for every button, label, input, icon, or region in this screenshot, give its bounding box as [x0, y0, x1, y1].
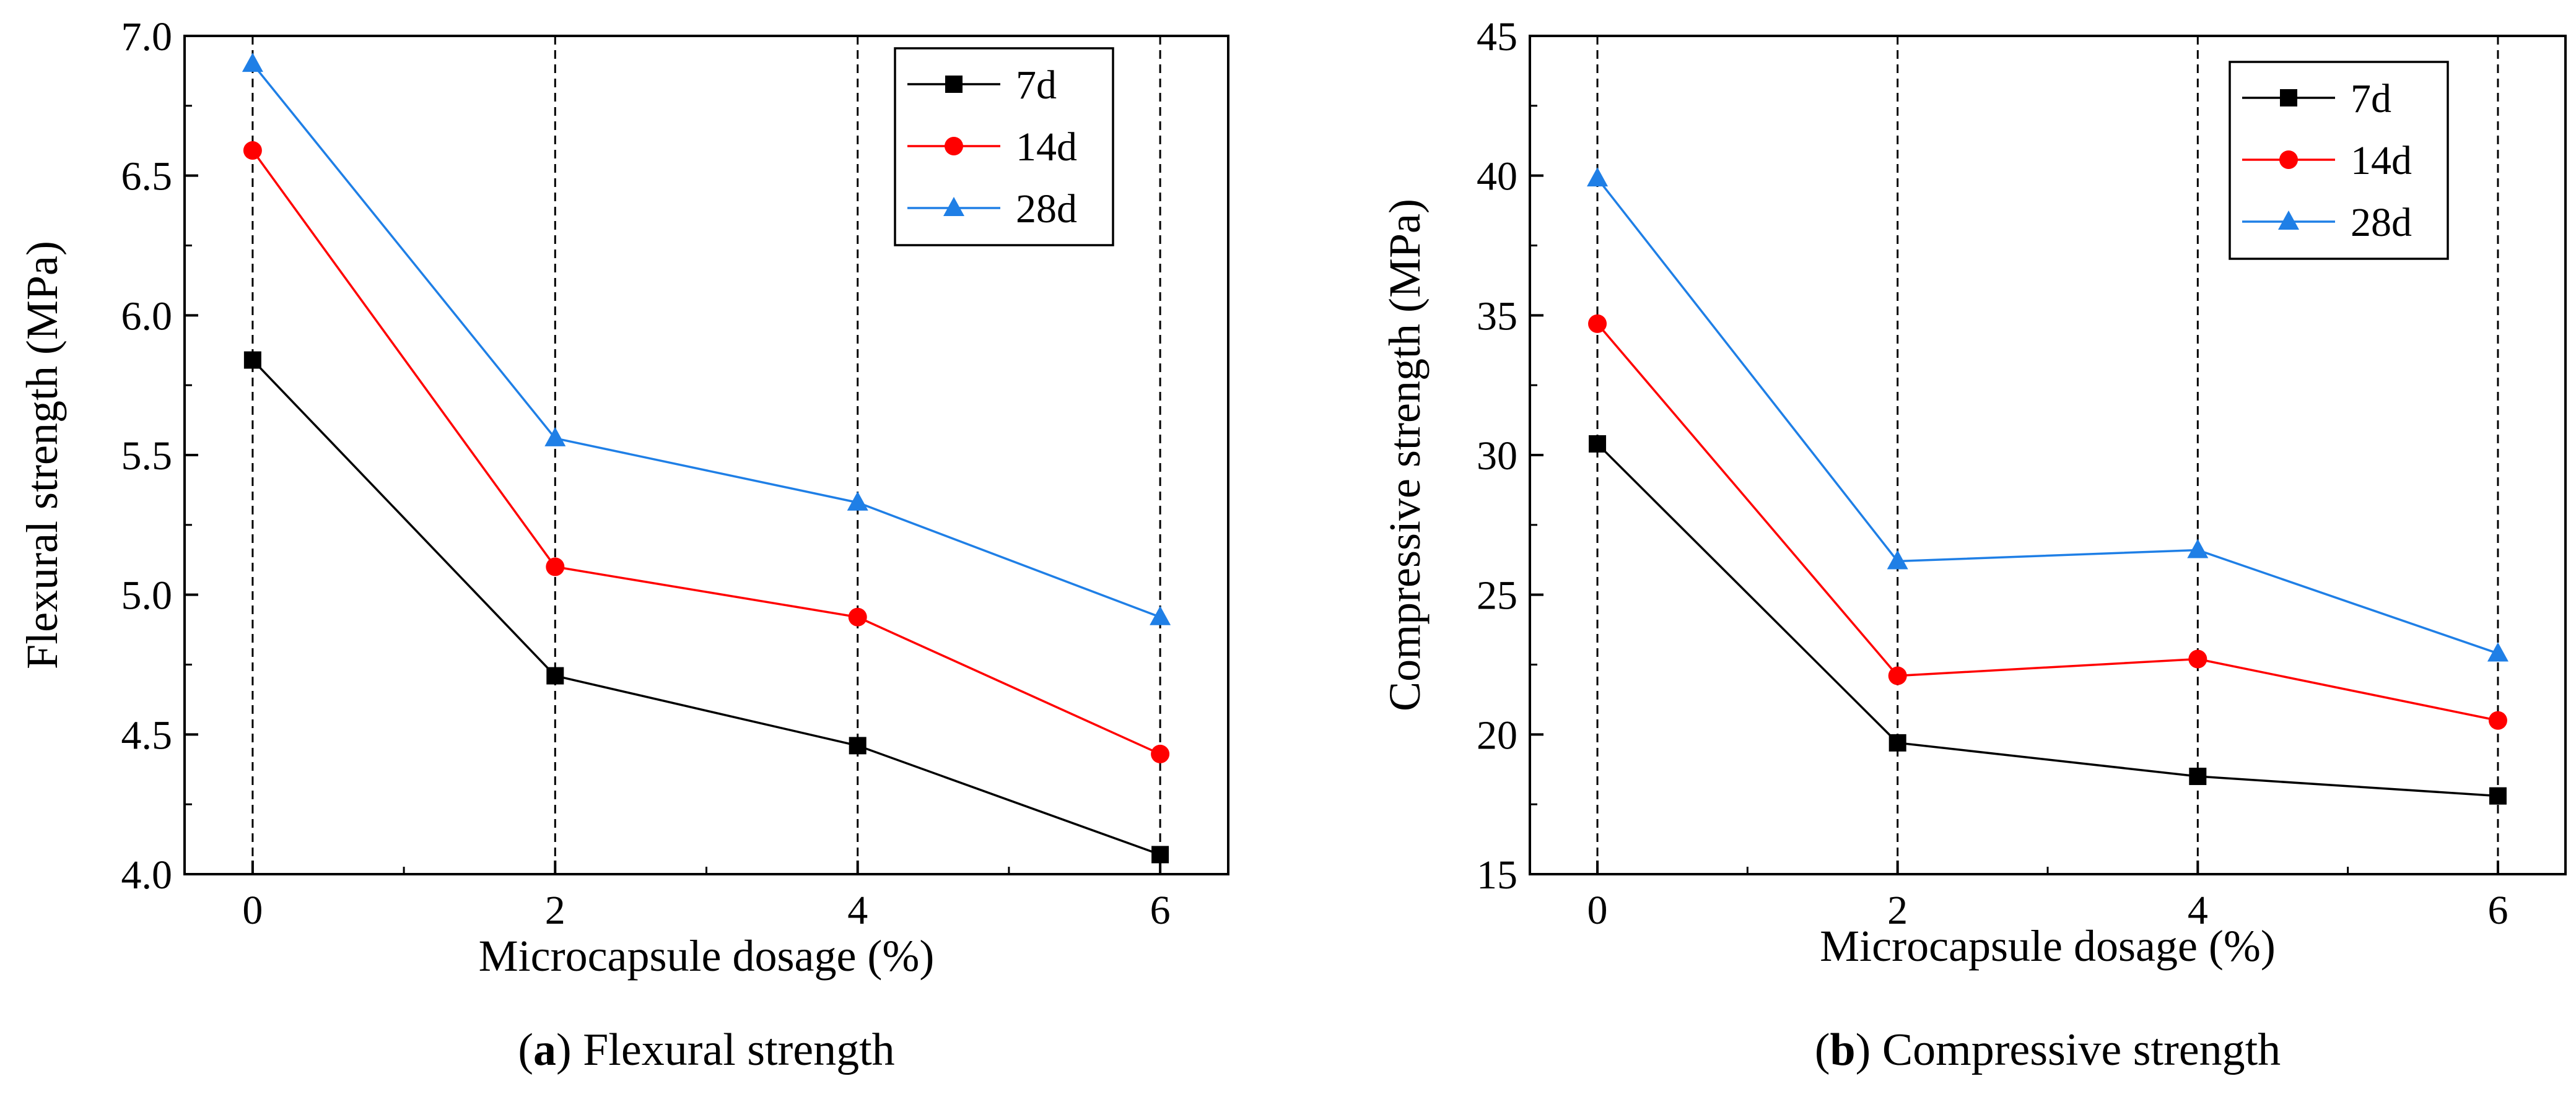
- legend-label: 7d: [2351, 76, 2391, 121]
- legend-label: 28d: [2351, 200, 2412, 245]
- y-axis-label: Flexural strength (MPa): [17, 241, 67, 669]
- legend: 7d 14d 28d: [894, 47, 1114, 246]
- data-point-7d-6: [1151, 846, 1169, 864]
- data-point-7d-6: [2489, 787, 2507, 805]
- caption-letter: a: [533, 1025, 556, 1075]
- data-point-7d-0: [243, 351, 261, 369]
- data-point-7d-4: [2189, 768, 2207, 786]
- x-tick-label: 4: [847, 888, 868, 933]
- x-tick-label: 0: [1587, 888, 1608, 933]
- legend-marker: [945, 137, 963, 155]
- data-point-28d-4: [847, 491, 868, 511]
- legend-item-14d: 14d: [2242, 138, 2412, 183]
- x-axis-label: Microcapsule dosage (%): [479, 931, 935, 981]
- legend-item-7d: 7d: [2242, 76, 2391, 121]
- legend-marker: [2279, 150, 2298, 169]
- data-point-7d-0: [1589, 435, 1607, 453]
- x-tick-label: 0: [242, 888, 263, 933]
- y-tick-label: 6.0: [121, 293, 173, 339]
- y-tick-label: 4.0: [121, 853, 173, 898]
- legend-item-14d: 14d: [907, 124, 1077, 170]
- x-tick-label: 4: [2188, 888, 2208, 933]
- series-28d: [242, 53, 1171, 625]
- legend-label: 14d: [1016, 124, 1077, 170]
- y-tick-label: 30: [1477, 433, 1517, 479]
- caption-letter: b: [1830, 1025, 1856, 1075]
- legend: 7d 14d 28d: [2229, 61, 2449, 260]
- y-tick-label: 15: [1477, 853, 1517, 898]
- y-tick-label: 25: [1477, 573, 1517, 618]
- caption-text: Flexural strength: [572, 1025, 895, 1075]
- series-line-7d: [251, 359, 1161, 856]
- series-28d: [1587, 167, 2508, 662]
- x-tick-label: 2: [545, 888, 565, 933]
- data-point-14d-6: [2488, 711, 2507, 730]
- legend-item-28d: 28d: [2242, 200, 2412, 245]
- data-point-14d-0: [1588, 314, 1607, 333]
- series-line-14d: [1596, 323, 2499, 722]
- series-line-28d: [1596, 178, 2499, 655]
- x-tick-label: 6: [2487, 888, 2508, 933]
- data-point-14d-6: [1151, 744, 1170, 763]
- chart-panel-b: 15 20 25 30 35 40 45 0 2 4 6 Microcapsule dosage (%…: [1380, 14, 2567, 1075]
- series-14d: [243, 141, 1170, 763]
- data-point-14d-0: [243, 141, 262, 160]
- legend-item-28d: 28d: [907, 186, 1077, 232]
- data-point-14d-2: [546, 557, 565, 576]
- data-point-28d-2: [1887, 550, 1908, 570]
- x-tick-label: 6: [1150, 888, 1171, 933]
- data-point-14d-2: [1888, 666, 1907, 685]
- panel-caption: (b) Compressive strength: [1815, 1025, 2281, 1075]
- legend-label: 7d: [1016, 63, 1057, 108]
- data-point-7d-2: [546, 667, 564, 685]
- series-line-7d: [1596, 443, 2499, 797]
- series-line-14d: [251, 150, 1161, 755]
- legend-marker: [945, 76, 963, 93]
- data-point-7d-2: [1888, 734, 1906, 752]
- data-point-14d-4: [2188, 649, 2207, 669]
- legend-label: 14d: [2351, 138, 2412, 183]
- y-tick-label: 4.5: [121, 713, 173, 758]
- data-point-28d-6: [2487, 642, 2508, 662]
- series-line-28d: [251, 63, 1161, 618]
- legend-marker: [2278, 210, 2299, 230]
- legend-label: 28d: [1016, 186, 1077, 232]
- y-tick-label: 45: [1477, 14, 1517, 59]
- data-point-28d-4: [2187, 539, 2209, 558]
- data-point-7d-4: [849, 737, 867, 755]
- y-tick-label: 5.0: [121, 573, 173, 618]
- data-point-28d-2: [544, 427, 566, 446]
- series-7d: [243, 351, 1169, 864]
- y-axis-label: Compressive strength (MPa): [1380, 199, 1430, 711]
- caption-text: Compressive strength: [1871, 1025, 2281, 1075]
- series-14d: [1588, 314, 2507, 730]
- chart-panel-a: 4.0 4.5 5.0 5.5 6.0 6.5 7.0 0 2 4 6 Microcapsule do…: [17, 14, 1229, 1075]
- data-point-28d-0: [1587, 167, 1609, 187]
- legend-marker: [943, 197, 964, 216]
- y-tick-label: 35: [1477, 293, 1517, 339]
- data-point-14d-4: [848, 607, 867, 627]
- panel-caption: (a) Flexural strength: [518, 1025, 894, 1075]
- x-tick-label: 2: [1887, 888, 1908, 933]
- y-tick-label: 40: [1477, 154, 1517, 199]
- y-tick-label: 20: [1477, 713, 1517, 758]
- y-tick-label: 5.5: [121, 433, 173, 479]
- legend-marker: [2280, 89, 2297, 106]
- legend-item-7d: 7d: [907, 63, 1057, 108]
- y-tick-label: 6.5: [121, 154, 173, 199]
- data-point-28d-6: [1150, 605, 1171, 625]
- x-axis-label: Microcapsule dosage (%): [1820, 921, 2276, 971]
- series-7d: [1589, 435, 2507, 805]
- y-tick-label: 7.0: [121, 14, 173, 59]
- data-point-28d-0: [242, 53, 263, 72]
